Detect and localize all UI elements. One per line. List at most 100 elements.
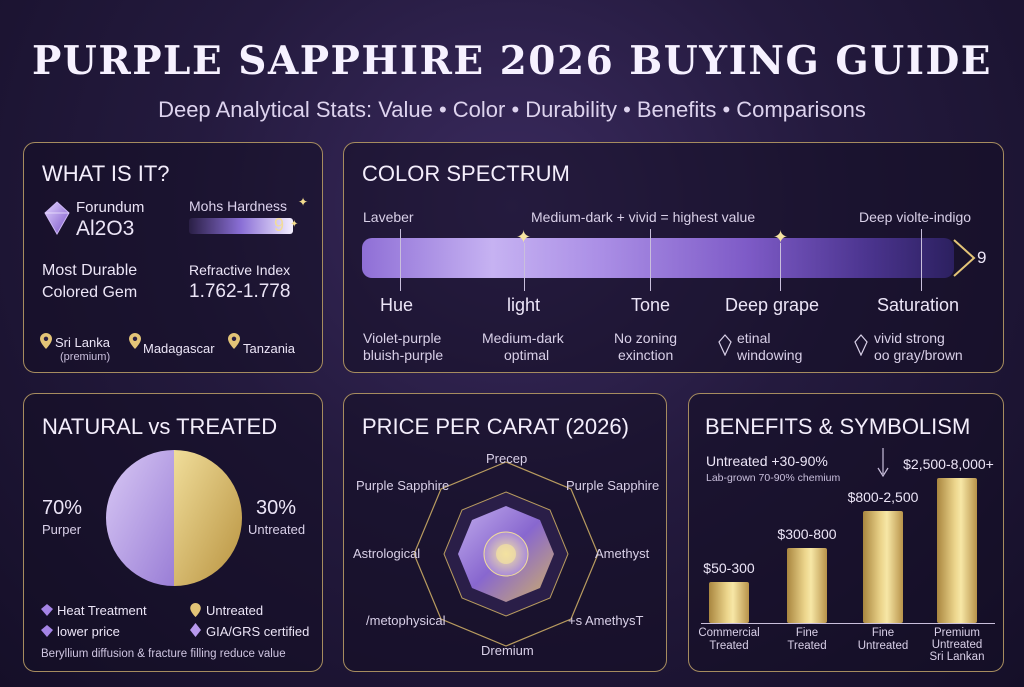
- spectrum-stop-light: light: [507, 295, 541, 315]
- natural-vs-treated-heading: NATURAL vs TREATED: [42, 414, 278, 439]
- benefits-note-1: Untreated +30-90%: [706, 453, 828, 469]
- durable-line-2: Colored Gem: [42, 284, 138, 301]
- spectrum-end-value: 9: [977, 248, 987, 267]
- left-percent-label: Purper: [42, 522, 82, 537]
- mohs-hardness-bar: [189, 218, 293, 234]
- left-percent: 70%: [42, 497, 83, 519]
- sparkle-icon: ✦: [516, 227, 532, 247]
- spectrum-desc-saturation-1: vivid strong: [874, 330, 945, 346]
- bar-value-label-0: $50-300: [703, 560, 755, 576]
- natural-vs-treated-panel: NATURAL vs TREATED 70% Purper 30% Untrea…: [23, 393, 323, 672]
- bar-1: [787, 548, 827, 623]
- sparkle-icon: ✦: [298, 195, 309, 209]
- origin-sri-lanka-note: (premium): [60, 351, 111, 363]
- spectrum-desc-tone-1: No zoning: [614, 330, 678, 346]
- radar-label-top: Precep: [486, 451, 528, 466]
- cat-line: Premium: [933, 627, 980, 639]
- cat-line: Treated: [709, 640, 749, 652]
- cat-line: Fine: [795, 627, 819, 639]
- bar-category-label-0: Commercial Treated: [689, 627, 769, 653]
- legend-gia-grs: GIA/GRS certified: [206, 624, 310, 639]
- origin-sri-lanka: Sri Lanka: [55, 335, 110, 350]
- radar-octagon-chart: [413, 461, 599, 647]
- origin-tanzania: Tanzania: [243, 341, 296, 356]
- radar-label-bottom: Dremium: [481, 643, 534, 658]
- durable-line-1: Most Durable: [42, 262, 138, 279]
- benefits-panel: BENEFITS & SYMBOLISM Untreated +30-90% L…: [688, 393, 1004, 672]
- radar-label-top-right: Purple Sapphire: [566, 478, 660, 493]
- spectrum-desc-light-1: Medium-dark: [482, 330, 564, 346]
- spectrum-tick: [780, 243, 781, 291]
- gem-outline-icon: [718, 334, 732, 356]
- right-percent-label: Untreated: [248, 522, 306, 537]
- spectrum-center-label: Medium-dark + vivid = highest value: [531, 209, 756, 225]
- page-subtitle: Deep Analytical Stats: Value • Color • D…: [158, 97, 866, 122]
- radar-label-right: Amethyst: [595, 546, 650, 561]
- spectrum-desc-light-2: optimal: [504, 347, 550, 363]
- origin-madagascar: Madagascar: [143, 341, 215, 356]
- spectrum-desc-saturation-2: oo gray/brown: [874, 347, 963, 363]
- refractive-index-label: Refractive Index: [189, 262, 291, 278]
- radar-label-bottom-left: /metophysical: [366, 613, 446, 628]
- cat-line: Commercial: [698, 627, 760, 639]
- benefits-note-2: Lab-grown 70-90% chemium: [706, 472, 841, 484]
- sparkle-icon: ✦: [290, 219, 299, 230]
- legend-heat-treatment: Heat Treatment: [57, 603, 147, 618]
- spectrum-stop-deep-grape: Deep grape: [725, 295, 820, 315]
- benefits-heading: BENEFITS & SYMBOLISM: [705, 414, 971, 439]
- legend-untreated: Untreated: [206, 603, 264, 618]
- radar-label-top-left: Purple Sapphire: [356, 478, 450, 493]
- bar-category-label-2: Fine Untreated: [843, 627, 923, 653]
- down-arrow-icon: [877, 448, 889, 478]
- cat-line: Fine: [871, 627, 895, 639]
- bar-value-label-3: $2,500-8,000+: [903, 456, 994, 472]
- cat-line: Untreated: [931, 639, 983, 651]
- price-per-carat-heading: PRICE PER CARAT (2026): [362, 414, 629, 439]
- treatment-footnote: Beryllium diffusion & fracture filling r…: [41, 648, 286, 660]
- cat-line: Untreated: [857, 640, 909, 652]
- what-is-it-panel: WHAT IS IT? Forundum Al2O3 Mohs Hardness…: [23, 142, 323, 373]
- natural-treated-pie: [106, 450, 242, 586]
- right-percent: 30%: [256, 497, 297, 519]
- spectrum-stop-hue: Hue: [380, 295, 414, 315]
- sparkle-icon: ✦: [773, 227, 789, 247]
- purple-gem-icon: [41, 625, 53, 637]
- bar-2: [863, 511, 903, 623]
- location-pin-icon: [129, 333, 141, 349]
- spectrum-tick: [400, 229, 401, 291]
- purple-gem-icon: [41, 604, 53, 616]
- legend-lower-price: lower price: [57, 624, 120, 639]
- spectrum-stop-saturation: Saturation: [877, 295, 960, 315]
- radar-label-bottom-right: +s AmethysT: [568, 613, 644, 628]
- color-spectrum-panel: COLOR SPECTRUM Laveber Medium-dark + viv…: [343, 142, 1004, 373]
- spectrum-tick: [921, 229, 922, 291]
- spectrum-tick: [650, 229, 651, 291]
- spectrum-end-arrow-icon: [953, 239, 976, 277]
- refractive-index-value: 1.762-1.778: [189, 281, 291, 302]
- bar-value-label-1: $300-800: [777, 526, 837, 542]
- mohs-value: 9: [274, 215, 285, 235]
- bar-value-label-2: $800-2,500: [847, 489, 919, 505]
- chemical-formula: Al2O3: [76, 217, 135, 240]
- what-is-it-heading: WHAT IS IT?: [42, 161, 170, 186]
- bar-category-label-1: Fine Treated: [767, 627, 847, 653]
- radar-outer-ring: [413, 461, 599, 647]
- bar-3: [937, 478, 977, 623]
- spectrum-stop-tone: Tone: [631, 295, 671, 315]
- cat-line: Sri Lankan: [929, 651, 985, 663]
- bar-category-label-3: Premium Untreated Sri Lankan: [917, 627, 997, 663]
- bar-0: [709, 582, 749, 623]
- price-per-carat-panel: PRICE PER CARAT (2026) Precep Purple Sap…: [343, 393, 667, 672]
- location-pin-icon: [228, 333, 240, 349]
- spectrum-tick: [524, 243, 525, 291]
- spectrum-desc-hue-1: Violet-purple: [363, 330, 442, 346]
- gold-pin-icon: [190, 603, 201, 617]
- spectrum-desc-tone-2: exinction: [618, 347, 674, 363]
- cat-line: Treated: [787, 640, 827, 652]
- mohs-label: Mohs Hardness: [189, 198, 288, 214]
- chart-baseline: [701, 623, 995, 624]
- spectrum-left-label: Laveber: [363, 209, 414, 225]
- mineral-label: Forundum: [76, 199, 145, 216]
- radar-label-left: Astrological: [353, 546, 421, 561]
- spectrum-desc-hue-2: bluish-purple: [363, 347, 444, 363]
